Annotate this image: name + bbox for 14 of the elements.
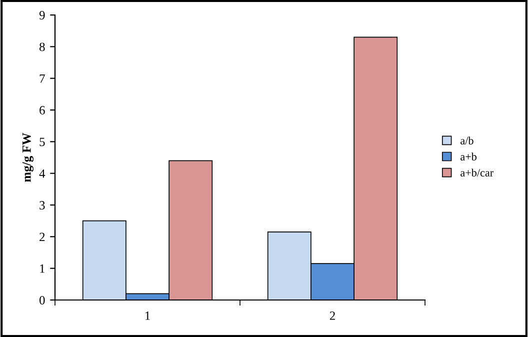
y-tick-label: 2: [40, 232, 45, 242]
y-tick-label: 5: [40, 138, 45, 146]
legend-label: a+b: [460, 152, 477, 160]
y-tick-label: 9: [39, 11, 45, 20]
y-axis-title: mg/g FW: [22, 132, 34, 182]
y-tick-label: 6: [40, 106, 45, 114]
legend-label: a/b: [460, 136, 474, 144]
y-tick-label: 1: [40, 264, 45, 273]
y-tick-label: 7: [40, 74, 45, 83]
y-tick-label: 4: [39, 169, 46, 178]
legend-label: a+b/car: [460, 168, 494, 177]
y-tick-label: 8: [40, 42, 45, 52]
y-tick-label: 3: [40, 201, 45, 210]
y-tick-label: 0: [40, 296, 45, 304]
